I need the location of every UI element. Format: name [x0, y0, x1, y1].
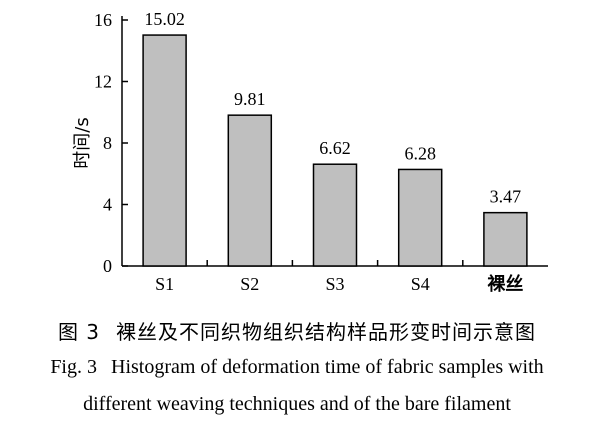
caption-zh-label: 图 3 — [57, 320, 101, 344]
bar-3 — [397, 168, 443, 267]
x-tick-label-2: S3 — [325, 274, 344, 294]
data-label-0: 15.02 — [144, 9, 185, 29]
bar-4 — [483, 211, 528, 267]
bar-2 — [312, 163, 358, 267]
y-tick-label-1: 4 — [103, 195, 112, 215]
y-axis-label: 时间/s — [72, 117, 93, 168]
x-tick-label-3: S4 — [411, 274, 430, 294]
caption-en-text-line-1: Histogram of deformation time of fabric … — [111, 356, 544, 378]
y-tick-label-3: 12 — [94, 72, 112, 92]
y-tick-label-4: 16 — [94, 10, 112, 30]
y-tick-label-0: 0 — [103, 256, 112, 276]
caption-en-text-line-2: different weaving techniques and of the … — [83, 393, 511, 415]
bar-1 — [227, 114, 273, 267]
caption-zh-text: 裸丝及不同织物组织结构样品形变时间示意图 — [116, 320, 537, 344]
chart-svg: 0 4 8 12 16 时间/s S1 15.02 S2 9.81 S3 6.62 S4 6.28 裸丝 3.… — [72, 9, 548, 295]
bar-chart: 0 4 8 12 16 时间/s S1 15.02 S2 9.81 S3 6.62 S4 6.28 裸丝 3.… — [72, 9, 548, 295]
data-label-3: 6.28 — [404, 143, 436, 163]
data-label-2: 6.62 — [319, 138, 351, 158]
data-label-4: 3.47 — [490, 187, 522, 207]
x-tick-label-4: 裸丝 — [487, 273, 523, 295]
data-label-1: 9.81 — [234, 89, 266, 109]
x-tick-label-1: S2 — [240, 274, 259, 294]
bar-0 — [142, 34, 187, 267]
x-tick-label-0: S1 — [155, 274, 174, 294]
figure-caption-chinese: 图 3 裸丝及不同织物组织结构样品形变时间示意图 — [0, 316, 594, 345]
caption-en-label: Fig. 3 — [50, 356, 97, 378]
figure-caption-english-line-1: Fig. 3 Histogram of deformation time of f… — [0, 356, 594, 379]
figure-caption-english-line-2: different weaving techniques and of the … — [0, 393, 594, 416]
y-tick-label-2: 8 — [103, 133, 112, 153]
